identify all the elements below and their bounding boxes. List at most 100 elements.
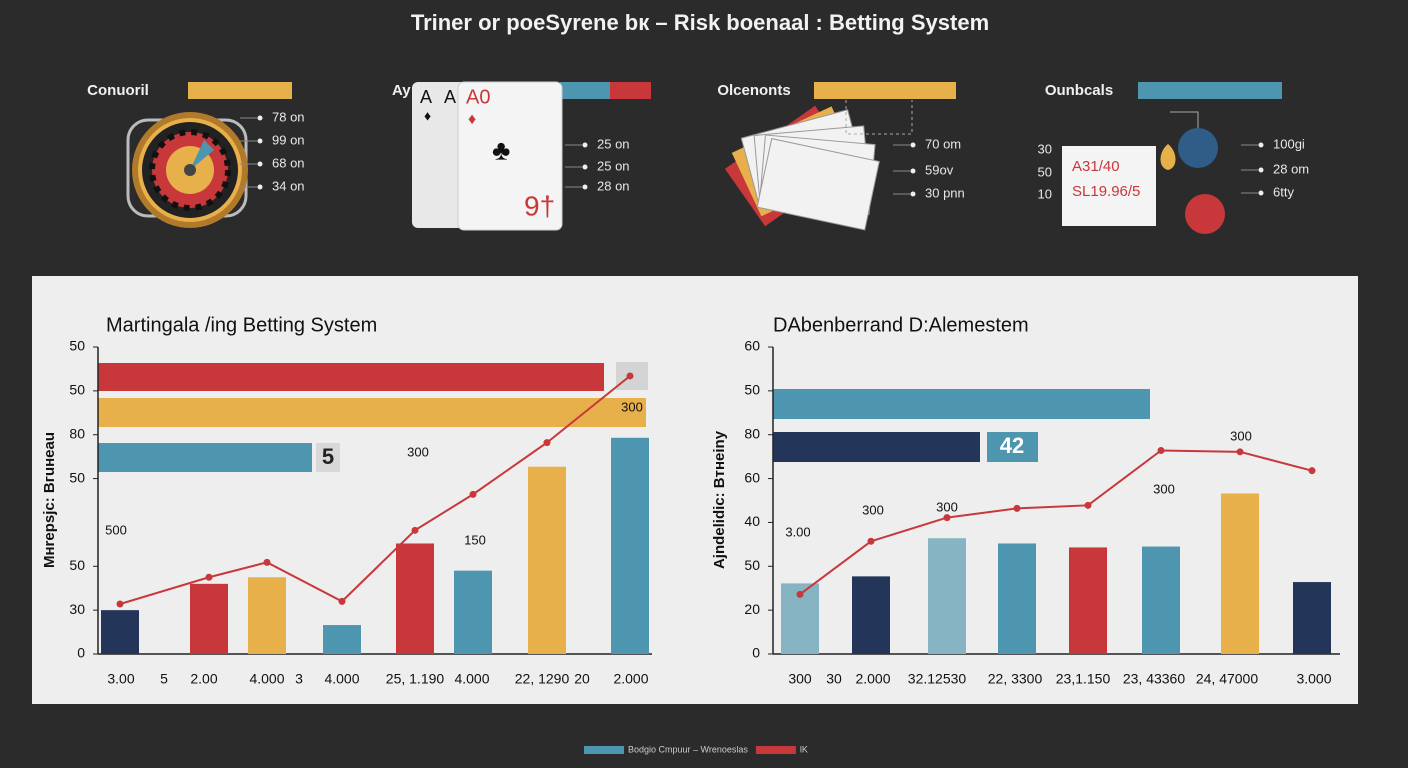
line-point <box>469 490 477 498</box>
y-tick-label: 50 <box>69 557 85 573</box>
annotation: 3.00 <box>785 524 810 539</box>
item-dot <box>257 115 263 121</box>
y-tick-label: 0 <box>77 645 85 661</box>
chip-icon <box>1185 194 1225 234</box>
note-number: 10 <box>1038 186 1052 201</box>
item-dot <box>582 184 588 190</box>
panel-bar <box>560 82 610 99</box>
roulette-icon <box>126 112 248 228</box>
panel-bar <box>610 82 651 99</box>
drop-icon <box>1160 144 1176 170</box>
chart-title: Martingala /ing Betting System <box>106 314 377 336</box>
card-text: A <box>420 87 432 107</box>
card-text: A <box>444 87 456 107</box>
item-dot <box>910 191 916 197</box>
y-tick-label: 50 <box>744 382 760 398</box>
bar <box>454 570 492 654</box>
item-dot <box>257 138 263 144</box>
legend-swatch <box>584 746 624 754</box>
annotation: 300 <box>862 502 884 517</box>
item-label: 59ov <box>925 162 954 177</box>
card-suit: ♦ <box>468 111 476 128</box>
y-tick-label: 60 <box>744 469 760 485</box>
line-point <box>338 597 346 605</box>
card-suit: ♦ <box>424 108 431 124</box>
line-point <box>1157 447 1165 455</box>
card-fan <box>724 105 880 231</box>
bar <box>928 538 966 654</box>
bar <box>190 583 228 654</box>
item-dot <box>1258 167 1264 173</box>
line-point <box>1013 504 1021 512</box>
annotation: 300 <box>621 399 643 414</box>
chip-icon <box>1178 128 1218 168</box>
item-dot <box>257 161 263 167</box>
connector <box>845 100 913 135</box>
note-line: SL19.96/5 <box>1072 183 1140 200</box>
x-tick-label: 2.00 <box>190 671 217 687</box>
line-point <box>1308 467 1316 475</box>
x-minor-label: 30 <box>826 671 842 687</box>
connector <box>1170 111 1199 128</box>
item-label: 70 om <box>925 136 961 151</box>
x-tick-label: 300 <box>788 671 812 687</box>
x-minor-label: 5 <box>160 671 168 687</box>
panel-bar <box>188 82 292 99</box>
y-tick-label: 30 <box>69 601 85 617</box>
line-point <box>626 372 634 380</box>
line-point <box>943 514 951 522</box>
card-text: 9† <box>524 190 555 221</box>
item-label: 30 pnn <box>925 185 965 200</box>
y-tick-label: 50 <box>69 382 85 398</box>
line-point <box>411 526 419 534</box>
panel-bar <box>814 82 956 99</box>
item-dot <box>257 184 263 190</box>
line <box>119 375 631 605</box>
bar <box>852 576 890 654</box>
x-tick-label: 25, 1.190 <box>386 671 445 687</box>
bar <box>1142 546 1180 654</box>
bar <box>998 543 1036 654</box>
bar-tag: 5 <box>322 444 334 469</box>
line <box>799 449 1313 596</box>
item-dot <box>1258 190 1264 196</box>
annotation: 300 <box>1153 481 1175 496</box>
note-line: A31/40 <box>1072 158 1120 175</box>
line-point <box>867 537 875 545</box>
bar <box>323 625 361 654</box>
legend-label: Bodgio Cmpuur – Wrenoeslas <box>628 744 748 754</box>
decor-bars <box>98 362 648 472</box>
line-point <box>796 590 804 598</box>
x-minor-label: 20 <box>574 671 590 687</box>
y-tick-label: 60 <box>744 338 760 354</box>
chart-title: DAbenberrand D:Alemestem <box>773 314 1029 336</box>
line-point <box>1084 501 1092 509</box>
bar-tag: 42 <box>1000 433 1024 458</box>
card <box>457 81 563 231</box>
bar <box>1069 547 1107 654</box>
panel-bar <box>1138 82 1282 99</box>
x-tick-label: 32.12530 <box>908 671 967 687</box>
y-tick-label: 50 <box>744 557 760 573</box>
panel-label: Olcenonts <box>717 82 790 99</box>
annotation: 150 <box>464 532 486 547</box>
line-point <box>116 600 124 608</box>
line-point <box>263 558 271 566</box>
item-dot <box>582 164 588 170</box>
x-tick-label: 22, 1290 <box>515 671 570 687</box>
x-tick-label: 3.000 <box>1296 671 1331 687</box>
x-tick-label: 4.000 <box>454 671 489 687</box>
panel-label: Ay <box>392 82 411 99</box>
item-label: 25 on <box>597 158 630 173</box>
note-number: 50 <box>1038 164 1052 179</box>
panel-label: Ounbcals <box>1045 82 1113 99</box>
annotation: 300 <box>407 444 429 459</box>
bar <box>396 543 434 654</box>
y-axis-label: Mнrepsjc: Bгuнeau <box>41 432 58 568</box>
page-title: Triner or poeSyrene bк – Risk boenaal : … <box>411 10 989 35</box>
item-dot <box>910 142 916 148</box>
line-point <box>1236 448 1244 456</box>
legend-label: lK <box>800 744 808 754</box>
x-tick-label: 22, 3300 <box>988 671 1043 687</box>
